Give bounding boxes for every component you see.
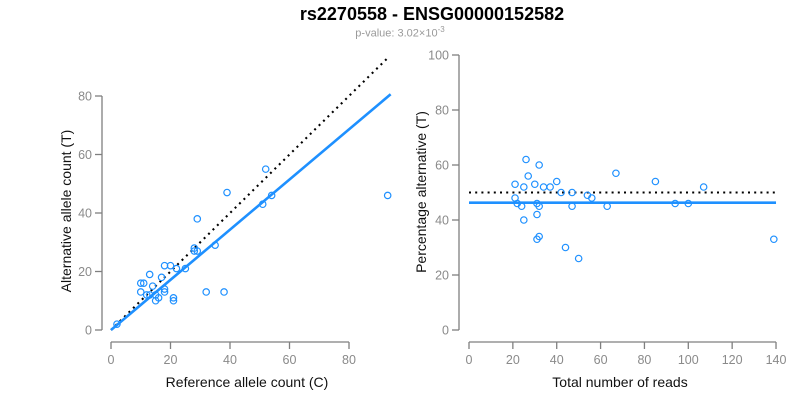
- y-tick-label: 80: [78, 90, 92, 104]
- data-point: [517, 202, 526, 211]
- data-point: [552, 177, 561, 186]
- y-tick-label: 20: [435, 269, 449, 283]
- data-point: [588, 194, 596, 202]
- left-x-axis-label: Reference allele count (C): [165, 374, 329, 390]
- data-point: [574, 254, 583, 263]
- p-value-exponent: -3: [437, 25, 445, 34]
- p-value-subtitle: p-value: 3.02×10-3: [0, 25, 800, 40]
- x-tick-label: 80: [342, 353, 356, 367]
- x-tick-label: 80: [637, 353, 651, 367]
- data-point: [166, 261, 175, 270]
- data-point: [145, 270, 154, 279]
- data-point: [535, 161, 543, 169]
- data-point: [193, 215, 202, 223]
- data-point: [770, 235, 778, 244]
- x-tick-label: 60: [283, 353, 297, 367]
- data-point: [520, 216, 528, 224]
- data-point: [535, 202, 543, 211]
- data-point: [699, 183, 708, 191]
- data-point: [136, 288, 145, 296]
- data-point: [142, 291, 151, 299]
- y-tick-label: 0: [442, 324, 449, 338]
- data-point: [267, 191, 276, 200]
- data-point: [651, 177, 660, 186]
- data-point: [520, 183, 528, 191]
- data-point: [383, 191, 392, 200]
- x-tick-label: 40: [550, 353, 564, 367]
- right-x-axis-label: Total number of reads: [552, 374, 688, 390]
- data-point: [211, 241, 219, 249]
- data-point: [202, 288, 211, 296]
- data-point: [568, 202, 576, 211]
- left-y-axis-label: Alternative allele count (T): [58, 129, 74, 293]
- data-point: [169, 294, 178, 302]
- x-tick-label: 40: [223, 353, 237, 367]
- data-point: [136, 279, 145, 288]
- data-point: [612, 169, 620, 178]
- fit-line: [110, 93, 392, 331]
- y-tick-label: 40: [435, 214, 449, 228]
- data-point: [169, 296, 178, 305]
- y-tick-label: 40: [78, 207, 92, 221]
- data-point: [524, 172, 533, 180]
- data-point: [530, 180, 539, 189]
- data-point: [181, 264, 190, 273]
- figure-title: rs2270558 - ENSG00000152582: [299, 4, 565, 24]
- data-point: [261, 165, 270, 173]
- data-point: [113, 320, 121, 328]
- data-point: [568, 188, 576, 197]
- data-point: [684, 199, 693, 208]
- x-tick-label: 100: [678, 353, 699, 367]
- data-point: [258, 200, 267, 209]
- y-tick-label: 80: [435, 104, 449, 118]
- data-point: [172, 264, 181, 273]
- data-point: [190, 247, 199, 255]
- data-point: [160, 288, 169, 296]
- y-tick-label: 20: [78, 265, 92, 279]
- data-point: [157, 273, 166, 282]
- data-point: [561, 243, 570, 252]
- x-tick-label: 0: [466, 353, 473, 367]
- y-tick-label: 100: [428, 49, 449, 63]
- y-tick-label: 60: [78, 148, 92, 162]
- x-tick-label: 120: [722, 353, 743, 367]
- data-point: [220, 288, 228, 296]
- data-point: [539, 183, 548, 191]
- data-point: [603, 202, 611, 211]
- data-point: [148, 282, 157, 290]
- y-tick-label: 0: [85, 324, 92, 338]
- x-tick-label: 140: [766, 353, 787, 367]
- x-tick-label: 20: [506, 353, 520, 367]
- data-point: [154, 294, 163, 302]
- data-point: [160, 285, 169, 293]
- data-point: [557, 188, 565, 197]
- identity-line: [110, 57, 389, 331]
- data-point: [511, 180, 519, 189]
- data-point: [535, 232, 543, 241]
- x-tick-label: 60: [594, 353, 608, 367]
- data-point: [671, 199, 679, 208]
- data-point: [223, 188, 231, 197]
- y-tick-label: 60: [435, 159, 449, 173]
- data-point: [546, 183, 554, 191]
- x-tick-label: 0: [108, 353, 115, 367]
- x-tick-label: 20: [164, 353, 178, 367]
- data-point: [139, 279, 148, 288]
- p-value-text: p-value: 3.02×10: [355, 27, 438, 40]
- data-point: [193, 247, 202, 255]
- right-y-axis-label: Percentage alternative (T): [413, 111, 429, 273]
- data-point: [533, 210, 541, 219]
- data-point: [522, 155, 530, 164]
